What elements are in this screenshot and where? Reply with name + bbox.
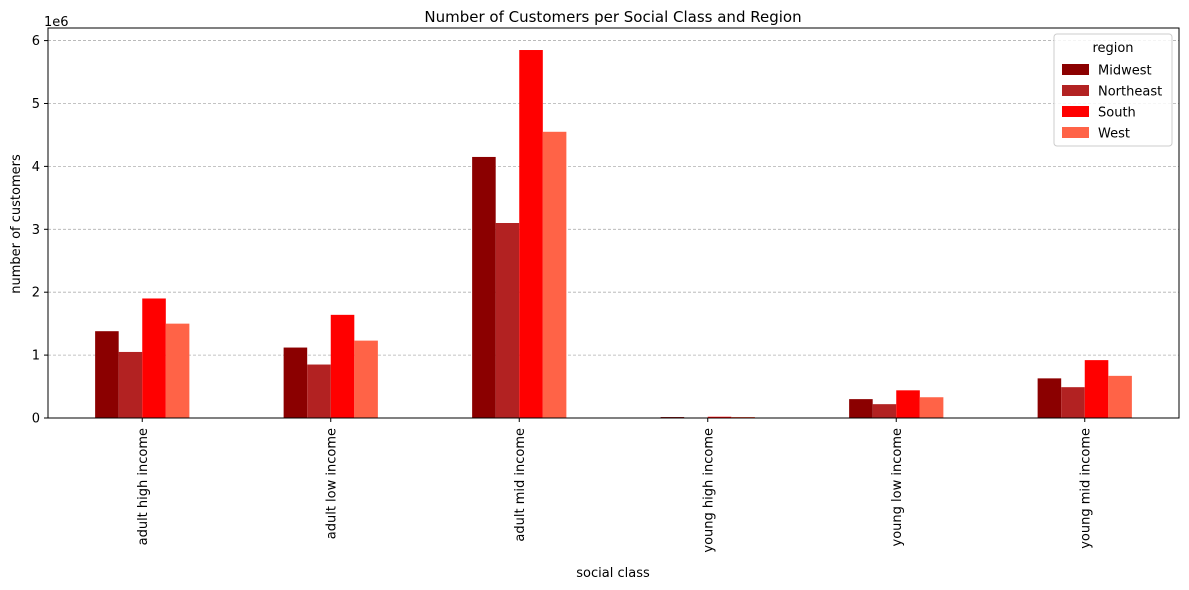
bar-west	[919, 397, 944, 418]
bar-west	[354, 340, 378, 418]
bar-west	[1108, 375, 1132, 418]
bar-south	[896, 390, 920, 418]
bar-west	[542, 131, 567, 418]
bar-northeast	[307, 364, 331, 418]
bar-northeast	[1061, 387, 1085, 418]
bars-layer	[95, 50, 1132, 419]
legend-swatch-south	[1062, 106, 1089, 117]
y-tick-label: 6	[32, 34, 40, 49]
y-tick-label: 2	[32, 286, 40, 301]
y-axis-ticks: 0 1 2 3 4 5 6	[32, 34, 48, 427]
y-tick-label: 3	[32, 223, 40, 238]
bar-south	[707, 416, 732, 418]
legend-swatch-west	[1062, 127, 1089, 138]
legend-label-northeast: Northeast	[1098, 85, 1162, 100]
bar-south	[330, 314, 355, 418]
bar-south	[142, 298, 166, 418]
bar-northeast	[495, 223, 520, 418]
bar-midwest	[1037, 378, 1062, 418]
legend-label-midwest: Midwest	[1098, 64, 1152, 79]
x-axis-ticks: adult high income adult low income adult m…	[136, 418, 1093, 553]
x-tick-label: adult mid income	[513, 428, 528, 542]
bar-midwest	[283, 347, 308, 418]
grid-layer	[48, 40, 1179, 356]
legend-label-west: West	[1098, 127, 1130, 142]
y-tick-label: 4	[32, 160, 40, 175]
chart-title: Number of Customers per Social Class and…	[424, 8, 801, 26]
bar-south	[1084, 360, 1109, 418]
bar-midwest	[472, 156, 496, 419]
legend-box	[1053, 33, 1173, 147]
bar-northeast	[118, 351, 143, 418]
x-tick-label: adult low income	[324, 428, 339, 539]
y-axis-offset-text: 1e6	[44, 15, 69, 30]
legend-title: region	[1092, 41, 1133, 56]
bar-west	[165, 323, 190, 418]
x-tick-label: young high income	[701, 428, 716, 553]
legend-items: Midwest Northeast South West	[1062, 64, 1162, 142]
legend: region Midwest Northeast South West	[1053, 33, 1173, 147]
x-tick-label: adult high income	[136, 428, 151, 545]
legend-swatch-midwest	[1062, 64, 1089, 75]
y-axis-label: number of customers	[9, 154, 24, 294]
y-tick-label: 5	[32, 97, 40, 112]
bar-northeast	[872, 404, 897, 418]
bar-south	[519, 50, 543, 419]
x-tick-label: young low income	[890, 428, 905, 546]
bar-midwest	[849, 399, 873, 418]
y-tick-label: 0	[32, 412, 40, 427]
x-tick-label: young mid income	[1078, 428, 1093, 549]
y-tick-label: 1	[32, 349, 40, 364]
plot-frame	[47, 27, 1180, 419]
legend-swatch-northeast	[1062, 85, 1089, 96]
bar-west	[731, 416, 755, 418]
legend-label-south: South	[1098, 106, 1136, 121]
bar-midwest	[95, 331, 119, 418]
x-axis-label: social class	[576, 566, 650, 581]
